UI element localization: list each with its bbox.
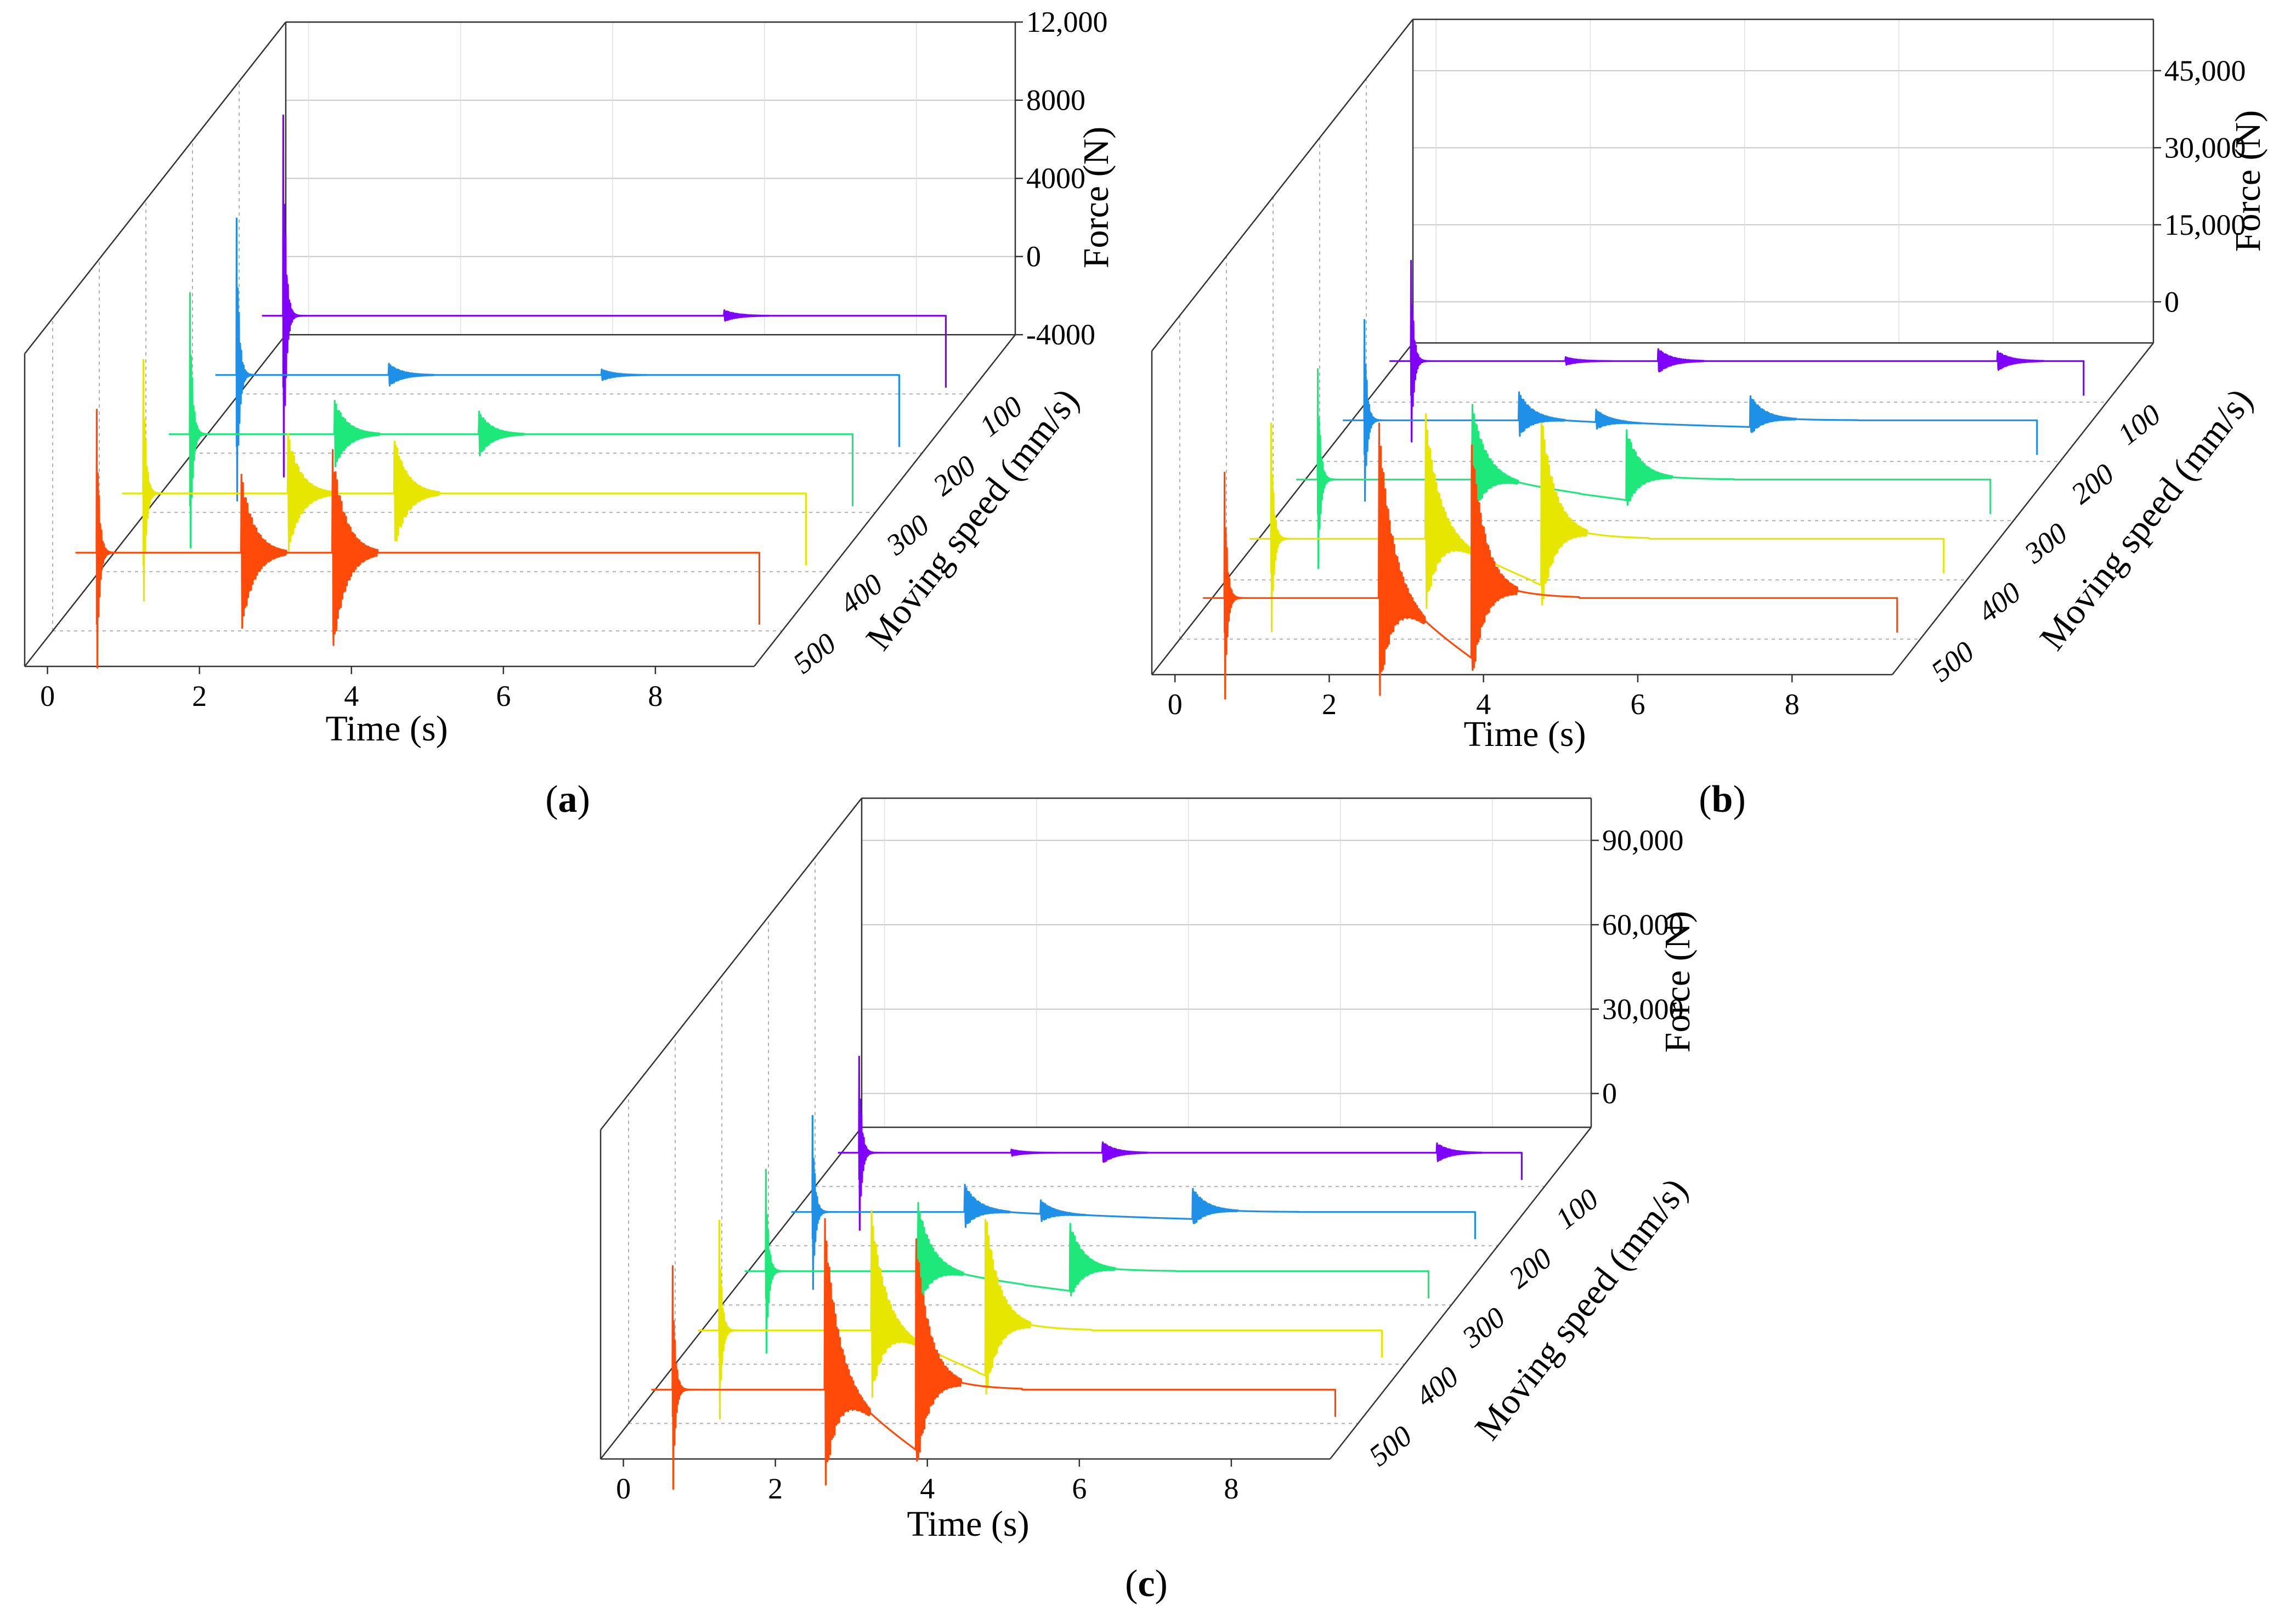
axis-frame-edge	[1892, 342, 2154, 675]
series-line-500	[651, 1218, 1336, 1490]
z-tick-label: 0	[2164, 285, 2179, 318]
z-tick-label: 12,000	[1026, 5, 1108, 38]
series-line-500	[75, 409, 760, 669]
x-tick-label: 8	[648, 680, 663, 712]
panel-caption: (b)	[1699, 778, 1746, 821]
chart-panel-c: 0 2 4 6 8 100 200 300 400 500 90,000 60,000 30,000 0 T…	[600, 797, 1698, 1605]
axis-frame-edge	[754, 334, 1016, 667]
axis-frame-edge	[600, 1127, 862, 1460]
y-axis-label: Moving speed (mm/s)	[858, 381, 1087, 658]
x-tick-label: 6	[1630, 688, 1645, 721]
z-tick-label: 0	[1602, 1077, 1617, 1110]
z-tick-label: 8000	[1026, 84, 1085, 117]
series-line-200	[1342, 319, 2038, 502]
y-tick-label: 500	[1363, 1419, 1418, 1472]
y-tick-label: 200	[1503, 1241, 1558, 1294]
z-tick-label: 60,000	[1602, 908, 1684, 941]
axis-frame-edge	[600, 797, 862, 1130]
panel-caption: (c)	[1125, 1563, 1168, 1605]
axis-frame-edge	[24, 21, 286, 354]
y-tick-label: 100	[2112, 398, 2167, 451]
z-axis-label: Force (N)	[2228, 110, 2268, 252]
x-tick-label: 4	[344, 680, 359, 712]
y-tick-label: 400	[1410, 1360, 1465, 1413]
x-tick-label: 0	[40, 680, 55, 712]
x-axis-label: Time (s)	[907, 1504, 1029, 1544]
z-tick-label: 30,000	[2164, 131, 2246, 164]
z-tick-label: 30,000	[1602, 993, 1684, 1026]
x-tick-label: 8	[1224, 1472, 1239, 1505]
x-tick-label: 8	[1785, 688, 1800, 721]
series-line-300	[168, 292, 853, 548]
y-tick-label: 500	[787, 626, 842, 680]
z-tick-label: 4000	[1026, 162, 1085, 195]
series-line-400	[121, 359, 807, 602]
series-line-100	[837, 1055, 1523, 1231]
series-line-400	[1249, 413, 1945, 632]
axis-frame-edge	[1330, 1127, 1592, 1460]
y-tick-label: 300	[2018, 516, 2074, 570]
series-line-300	[1296, 368, 1992, 569]
axis-frame-edge	[1151, 342, 1413, 675]
series-line-200	[214, 217, 900, 502]
z-tick-label: 15,000	[2164, 208, 2246, 241]
x-axis-label: Time (s)	[325, 709, 448, 749]
z-tick-label: 45,000	[2164, 54, 2246, 87]
series-line-100	[1389, 259, 2085, 443]
z-tick-label: 0	[1026, 240, 1041, 273]
z-axis-label: Force (N)	[1076, 127, 1116, 268]
x-tick-label: 6	[1072, 1472, 1087, 1505]
z-axis-label: Force (N)	[1658, 911, 1698, 1053]
x-tick-label: 6	[496, 680, 511, 712]
x-tick-label: 2	[768, 1472, 783, 1505]
x-tick-label: 2	[1322, 688, 1337, 721]
x-tick-label: 4	[920, 1472, 935, 1505]
y-tick-label: 100	[1549, 1182, 1605, 1235]
chart-panel-a: 0 2 4 6 810020030040050012,000800040000-4000…	[24, 5, 1116, 821]
axis-frame-edge	[1151, 19, 1413, 352]
z-tick-label: 90,000	[1602, 824, 1684, 857]
x-axis-label: Time (s)	[1463, 714, 1586, 754]
x-tick-label: 0	[616, 1472, 631, 1505]
series-line-500	[1202, 422, 1898, 700]
series-line-400	[697, 1210, 1383, 1420]
x-tick-label: 4	[1476, 688, 1491, 721]
series-line-200	[790, 1115, 1476, 1290]
panel-caption: (a)	[545, 778, 590, 821]
y-tick-label: 300	[1456, 1300, 1512, 1354]
series-line-100	[261, 114, 947, 478]
x-tick-label: 2	[192, 680, 207, 712]
series-line-300	[744, 1168, 1429, 1354]
z-tick-label: -4000	[1026, 318, 1095, 351]
y-tick-label: 200	[2065, 457, 2120, 510]
y-tick-label: 400	[1972, 575, 2027, 629]
x-tick-label: 0	[1168, 688, 1183, 721]
y-tick-label: 500	[1925, 635, 1981, 688]
